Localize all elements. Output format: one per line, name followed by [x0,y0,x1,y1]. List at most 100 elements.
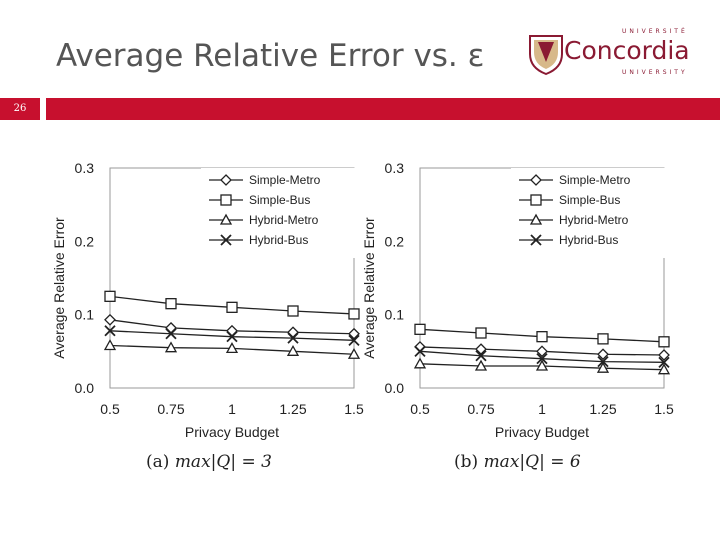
caption-right: (b) max|Q| = 6 [454,452,581,472]
series-simple-bus [104,290,360,320]
y-tick-label: 0.0 [75,380,95,396]
page-number: 26 [0,98,40,120]
y-tick-label: 0.1 [75,307,95,323]
x-tick-label: 1.25 [279,401,306,417]
y-tick-label: 0.0 [385,380,405,396]
data-point [104,325,116,337]
y-tick-label: 0.3 [385,160,405,176]
legend-item: Hybrid-Bus [209,233,308,247]
chart-right: 0.0 0.1 0.2 0.3 0.5 0.75 1 1.25 1.5 Privacy Budge… [361,160,674,440]
legend-item: Simple-Metro [519,173,631,187]
data-point [286,344,300,356]
chart-left: 0.0 0.1 0.2 0.3 0.5 0.75 1 1.25 1.5 Privacy Budge… [51,160,364,440]
legend-marker [220,174,232,186]
legend-marker [220,194,232,206]
caption-right-prefix: (b) [454,452,479,472]
legend-marker [529,213,543,225]
legend-item: Hybrid-Bus [519,233,618,247]
series-hybrid-metro [103,339,361,359]
data-point [287,332,299,344]
data-point [287,305,299,317]
series-simple-metro [104,313,360,340]
legend-item: Simple-Bus [519,193,620,207]
data-point [596,361,610,373]
x-axis-label: Privacy Budget [495,424,589,440]
caption-right-math: max|Q| = 6 [483,452,581,472]
legend-label: Simple-Bus [249,193,310,207]
series-simple-metro [414,341,670,361]
legend-marker [530,174,542,186]
series-hybrid-bus [104,325,360,346]
data-point [414,345,426,357]
data-point [536,345,548,358]
legend-item: Simple-Metro [209,173,321,187]
data-point [597,333,609,345]
data-point [226,331,238,343]
x-tick-label: 1.25 [589,401,616,417]
x-tick-label: 1 [228,401,236,417]
legend-marker [530,194,542,206]
data-point [474,359,488,371]
data-point [658,336,670,348]
legend-label: Hybrid-Bus [249,233,308,247]
legend: Simple-Metro Simple-Bus Hybrid-Metro Hybrid… [511,168,665,258]
data-point [475,327,487,339]
y-tick-label: 0.3 [75,160,95,176]
legend-label: Hybrid-Metro [249,213,319,227]
data-point [104,290,116,302]
data-point [475,343,487,356]
caption-left-prefix: (a) [146,452,170,472]
y-tick-label: 0.2 [385,233,405,249]
data-point [414,323,426,335]
legend-label: Simple-Metro [249,173,321,187]
data-point [225,342,239,354]
legend-item: Simple-Bus [209,193,310,207]
legend-marker [530,234,542,246]
x-tick-label: 0.75 [467,401,494,417]
data-point [347,347,361,359]
y-axis-label: Average Relative Error [361,217,377,359]
data-point [536,331,548,343]
x-tick-label: 0.75 [157,401,184,417]
caption-left: (a) max|Q| = 3 [146,452,272,472]
caption-left-math: max|Q| = 3 [174,452,272,472]
data-point [348,308,360,320]
data-point [348,327,360,340]
crest-icon [529,35,563,76]
data-point [536,353,548,365]
legend-marker [219,213,233,225]
series-hybrid-bus [414,345,670,368]
data-point [475,350,487,362]
series-hybrid-metro [413,357,671,375]
legend-label: Hybrid-Bus [559,233,618,247]
accent-bar [46,98,720,120]
data-point [226,301,238,313]
x-axis-label: Privacy Budget [185,424,279,440]
data-point [103,339,117,351]
data-point [658,349,670,361]
legend-item: Hybrid-Metro [209,213,319,227]
logo-name: Concordia [564,36,690,65]
y-axis-label: Average Relative Error [51,217,67,359]
x-tick-label: 0.5 [100,401,120,417]
x-tick-label: 0.5 [410,401,430,417]
data-point [165,328,177,340]
series-simple-bus [414,323,670,348]
university-logo: UNIVERSITÉ Concordia UNIVERSITY [524,26,716,86]
data-point [104,313,116,326]
logo-bottom-text: UNIVERSITY [622,69,688,76]
legend-item: Hybrid-Metro [519,213,629,227]
slide-title: Average Relative Error vs. ε [56,38,485,74]
legend: Simple-Metro Simple-Bus Hybrid-Metro Hybrid… [201,168,355,258]
y-tick-label: 0.1 [385,307,405,323]
logo-top-text: UNIVERSITÉ [622,28,688,35]
x-tick-label: 1 [538,401,546,417]
x-tick-label: 1.5 [344,401,364,417]
data-point [657,363,671,375]
data-point [348,334,360,346]
legend-label: Hybrid-Metro [559,213,629,227]
data-point [413,357,427,369]
data-point [535,359,549,371]
data-point [165,298,177,310]
y-tick-label: 0.2 [75,233,95,249]
